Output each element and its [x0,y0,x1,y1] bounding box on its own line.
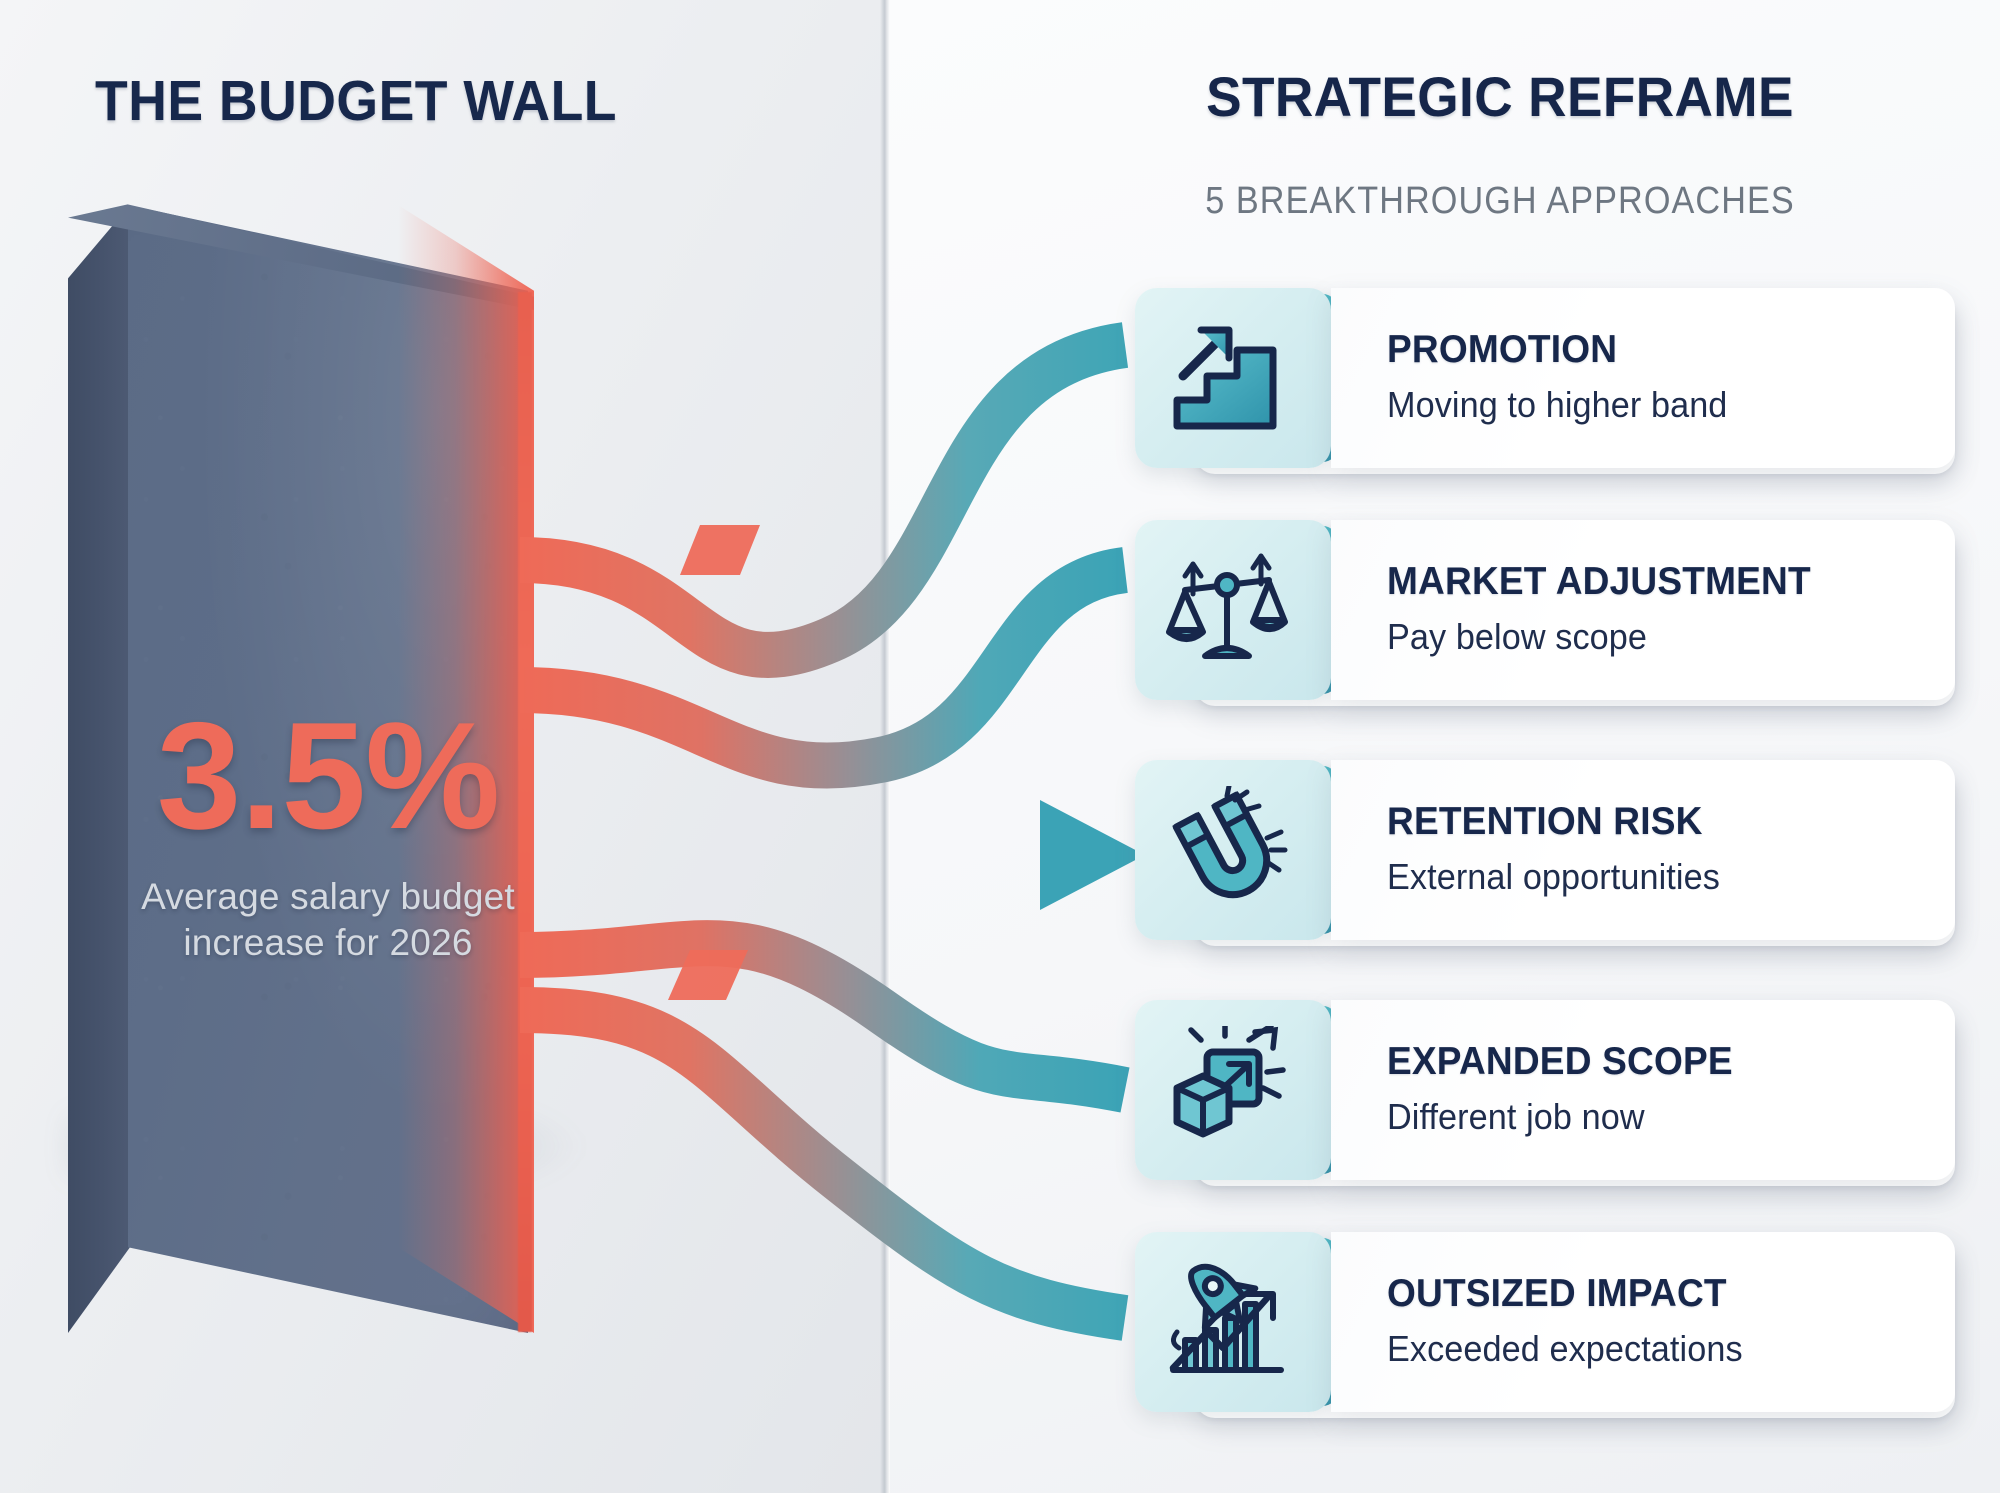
magnet-icon [1172,786,1288,899]
stat-caption-line-1: Average salary budget [141,876,515,917]
budget-wall-group [0,0,886,1493]
card-text-body: MARKET ADJUSTMENT Pay below scope [1331,520,1955,700]
card-description: External opportunities [1387,856,1720,897]
card-icon-tile [1135,1232,1331,1412]
approach-card-retention-risk[interactable]: RETENTION RISK External opportunities [1135,760,1955,946]
budget-stat-block: 3.5% Average salary budget increase for … [128,700,528,965]
approach-card-expanded-scope[interactable]: EXPANDED SCOPE Different job now [1135,1000,1955,1186]
card-text-body: EXPANDED SCOPE Different job now [1331,1000,1955,1180]
stat-caption: Average salary budget increase for 2026 [128,874,528,965]
wall-red-glow-edge [398,205,534,1333]
card-title: RETENTION RISK [1387,800,1703,843]
card-description: Exceeded expectations [1387,1328,1743,1369]
card-icon-tile [1135,760,1331,940]
card-title: OUTSIZED IMPACT [1387,1272,1727,1315]
card-icon-tile [1135,288,1331,468]
approach-card-outsized-impact[interactable]: OUTSIZED IMPACT Exceeded expectations [1135,1232,1955,1418]
expanding-cube-icon [1173,1026,1286,1138]
approach-card-promotion[interactable]: PROMOTION Moving to higher band [1135,288,1955,474]
card-text-body: OUTSIZED IMPACT Exceeded expectations [1331,1232,1955,1412]
stat-value: 3.5% [156,691,500,861]
card-text-body: RETENTION RISK External opportunities [1331,760,1955,940]
approach-card-market-adjustment[interactable]: MARKET ADJUSTMENT Pay below scope [1135,520,1955,706]
card-text-body: PROMOTION Moving to higher band [1331,288,1955,468]
card-title: EXPANDED SCOPE [1387,1040,1733,1083]
right-panel-title: STRATEGIC REFRAME [1206,65,1794,128]
card-description: Pay below scope [1387,616,1647,657]
rocket-growth-chart-icon [1169,1263,1284,1373]
card-title: PROMOTION [1387,328,1618,371]
stairs-up-arrow-icon [1173,326,1277,430]
wall-side-face [68,205,130,1333]
card-title: MARKET ADJUSTMENT [1387,560,1811,603]
card-icon-tile [1135,520,1331,700]
right-panel-subtitle: 5 BREAKTHROUGH APPROACHES [1205,180,1795,222]
card-icon-tile [1135,1000,1331,1180]
left-panel-title: THE BUDGET WALL [95,69,617,133]
card-description: Moving to higher band [1387,384,1728,425]
stat-caption-line-2: increase for 2026 [183,921,473,963]
card-description: Different job now [1387,1096,1645,1137]
balance-scale-icon [1166,553,1288,659]
